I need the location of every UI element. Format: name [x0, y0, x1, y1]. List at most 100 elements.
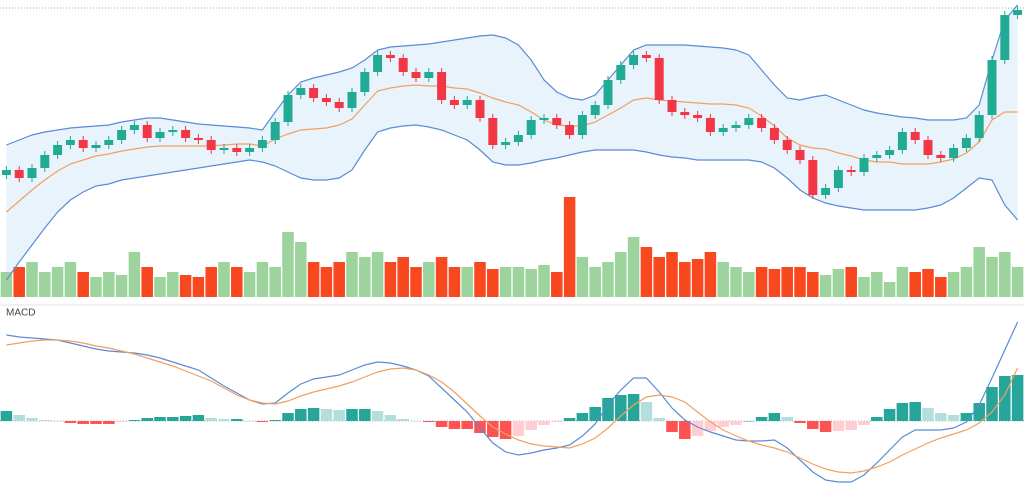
histogram-bar	[640, 402, 653, 421]
candle-body	[65, 140, 75, 145]
volume-bar	[832, 269, 845, 297]
volume-bar	[768, 269, 781, 297]
histogram-bar	[384, 415, 397, 421]
volume-bar	[487, 269, 499, 297]
candle-body	[565, 125, 575, 135]
volume-bar	[794, 267, 806, 297]
volume-bar	[397, 257, 409, 297]
histogram-bar	[461, 421, 473, 429]
histogram-bar	[896, 403, 909, 421]
volume-bar	[640, 247, 653, 297]
volume-bar	[986, 257, 998, 297]
band-middle	[6, 84, 1018, 213]
candle-body	[488, 118, 498, 145]
histogram-bar	[64, 421, 77, 423]
candle-body	[142, 125, 152, 138]
histogram-bar	[320, 409, 333, 421]
histogram-bar	[743, 421, 755, 422]
histogram-bar	[602, 398, 614, 421]
volume-bar	[51, 267, 64, 297]
candle-body	[411, 72, 421, 78]
candle-body	[257, 140, 267, 148]
volume-bar	[922, 269, 934, 297]
histogram-bar	[819, 421, 832, 432]
volume-bar	[807, 272, 819, 297]
candle-body	[360, 72, 370, 92]
candle-body	[462, 100, 472, 105]
volume-bar	[845, 267, 857, 297]
volume-bar	[512, 267, 525, 297]
volume-bar	[115, 275, 128, 297]
candle-body	[629, 55, 639, 65]
histogram-bar	[960, 413, 973, 421]
histogram-bar	[295, 409, 307, 421]
volume-bar	[448, 267, 461, 297]
candle-body	[104, 140, 114, 145]
histogram-bar	[551, 421, 563, 422]
volume-bar	[179, 275, 192, 297]
histogram-bar	[410, 421, 422, 422]
histogram-bar	[883, 409, 896, 421]
volume-bar	[858, 277, 870, 297]
candle-body	[53, 145, 63, 155]
histogram-bar	[499, 421, 512, 439]
histogram-bar	[51, 421, 64, 422]
histogram-bar	[576, 413, 589, 421]
histogram-bar	[13, 415, 25, 421]
candle-body	[936, 155, 946, 158]
histogram-bar	[1011, 375, 1024, 421]
volume-bar	[960, 267, 973, 297]
histogram-bar	[128, 420, 141, 421]
histogram-bar	[39, 420, 51, 421]
candle-body	[155, 132, 165, 138]
volume-bar	[589, 267, 601, 297]
histogram-bar	[231, 419, 243, 421]
candle-body	[872, 155, 882, 158]
histogram-bar	[512, 421, 525, 436]
histogram-bar	[525, 421, 537, 430]
band-upper	[6, 4, 1019, 146]
candle-body	[769, 128, 779, 140]
candle-body	[910, 132, 920, 140]
volume-bar	[627, 237, 640, 297]
volume-bar	[333, 262, 345, 297]
candle-body	[603, 80, 613, 105]
macd-line	[6, 321, 1019, 483]
histogram-bar	[627, 394, 640, 421]
histogram-bar	[346, 409, 358, 421]
volume-bar	[435, 257, 448, 297]
volume-bar	[231, 267, 243, 297]
histogram-bar	[205, 418, 217, 421]
histogram-bar	[717, 421, 729, 427]
histogram-bar	[282, 413, 294, 421]
histogram-bar	[653, 418, 665, 421]
histogram-bar	[768, 413, 781, 421]
histogram-bar	[218, 419, 230, 421]
candle-body	[795, 150, 805, 160]
volume-bar	[525, 269, 537, 297]
volume-bar	[243, 272, 256, 297]
candle-body	[513, 135, 523, 142]
candle-body	[846, 170, 856, 172]
volume-bar	[26, 262, 38, 297]
histogram-bar	[589, 407, 601, 421]
candle-body	[949, 148, 959, 158]
candle-body	[168, 130, 178, 132]
volume-bar	[461, 267, 473, 297]
volume-bar	[781, 267, 793, 297]
volume-bar	[295, 242, 307, 297]
volume-bar	[819, 275, 832, 297]
candle-body	[859, 158, 869, 172]
histogram-bar	[986, 387, 998, 421]
volume-bar	[141, 267, 153, 297]
signal-line	[6, 339, 1019, 474]
volume-bar	[205, 267, 217, 297]
candle-body	[718, 128, 728, 132]
candle-body	[232, 148, 242, 152]
volume-bar	[755, 267, 768, 297]
volume-bar	[538, 265, 550, 297]
volume-bar	[192, 277, 205, 297]
volume-bar	[602, 262, 614, 297]
candle-body	[923, 140, 933, 155]
